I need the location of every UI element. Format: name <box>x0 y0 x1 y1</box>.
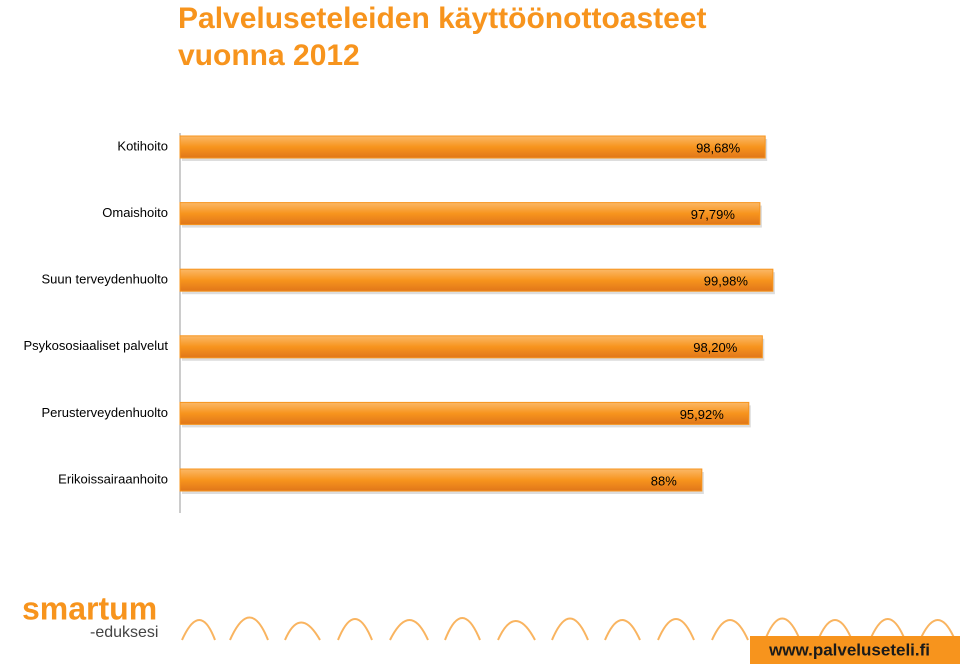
value-label: 98,68% <box>696 140 741 155</box>
value-label: 88% <box>651 473 677 488</box>
bar <box>179 202 761 226</box>
value-label: 95,92% <box>680 407 725 422</box>
crowd-decoration <box>181 616 956 641</box>
chart-title: Palveluseteleiden käyttöönottoasteet vuo… <box>178 2 707 72</box>
category-label: Omaishoito <box>102 205 168 220</box>
value-label: 97,79% <box>691 207 736 222</box>
bar <box>179 268 774 292</box>
value-label: 99,98% <box>704 274 749 289</box>
category-label: Kotihoito <box>117 138 168 153</box>
footer-url: www.palveluseteli.fi <box>768 640 930 659</box>
bar <box>179 135 766 159</box>
url-band <box>750 636 960 664</box>
value-label: 98,20% <box>693 340 738 355</box>
logo: smartum <box>22 590 157 626</box>
bar <box>179 468 703 492</box>
logo-sub: -eduksesi <box>90 624 158 641</box>
bar <box>179 401 750 425</box>
bar <box>179 335 763 359</box>
category-label: Perusterveydenhuolto <box>42 405 168 420</box>
category-label: Psykososiaaliset palvelut <box>23 338 168 353</box>
category-label: Suun terveydenhuolto <box>42 272 168 287</box>
category-label: Erikoissairaanhoito <box>58 471 168 486</box>
